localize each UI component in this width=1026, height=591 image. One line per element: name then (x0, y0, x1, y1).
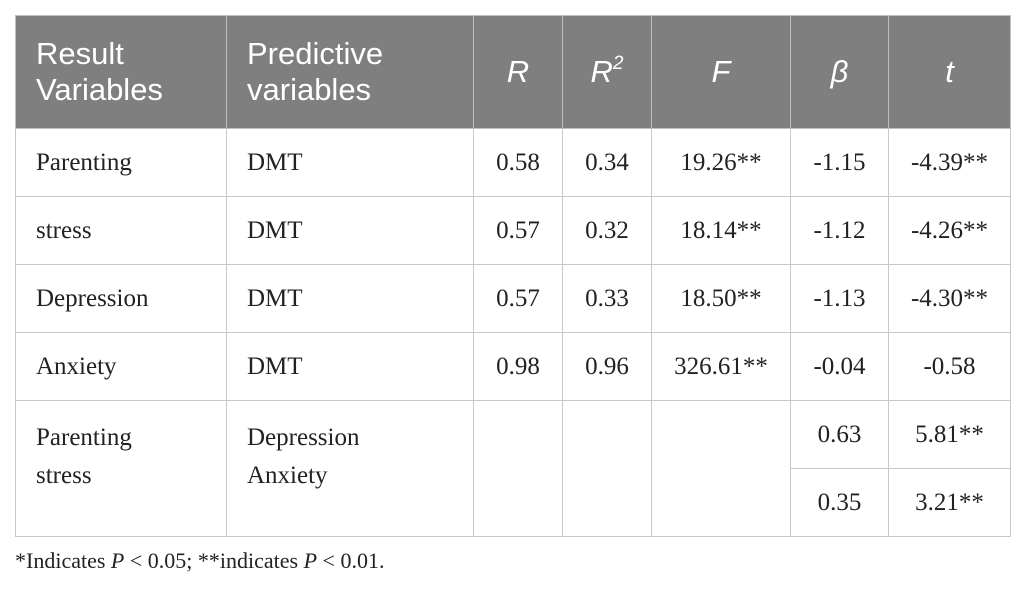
cell-beta: 0.63 (790, 400, 889, 469)
cell-predictor-line2: Anxiety (247, 462, 328, 489)
cell-result-line1: Parenting (36, 424, 132, 451)
cell-beta: 0.35 (790, 468, 889, 537)
table-row: 0.35 3.21** (16, 468, 1011, 537)
cell-predictor: DMT (226, 196, 474, 265)
cell-beta: -1.15 (790, 128, 889, 197)
header-predictive-line1: Predictive (247, 36, 384, 71)
cell-t: -4.26** (888, 196, 1011, 265)
table-footnote: *Indicates P < 0.05; **indicates P < 0.0… (15, 548, 384, 574)
header-beta: β (790, 15, 889, 129)
header-predictive-variables: Predictive variables (226, 15, 474, 129)
cell-predictor: DMT (226, 128, 474, 197)
header-r-label: R (506, 54, 530, 89)
cell-result: Depression (15, 264, 227, 333)
header-f: F (651, 15, 791, 129)
table-row: Depression DMT 0.57 0.33 18.50** -1.13 -… (15, 264, 1011, 333)
table-header: Result Variables Predictive variables R … (15, 15, 1011, 129)
footnote-part2: < 0.05; **indicates (124, 548, 304, 573)
footnote-part1: *Indicates (15, 548, 111, 573)
cell-beta: -1.13 (790, 264, 889, 333)
cell-f: 18.14** (651, 196, 791, 265)
cell-t: 3.21** (888, 468, 1011, 537)
cell-f: 326.61** (651, 332, 791, 401)
cell-predictor: DMT (226, 264, 474, 333)
footnote-p1: P (110, 548, 125, 573)
cell-r: 0.98 (473, 332, 563, 401)
cell-result: Parenting (15, 128, 227, 197)
regression-table: Result Variables Predictive variables R … (15, 15, 1011, 537)
cell-result-group: Parenting stress (15, 400, 227, 537)
cell-f: 18.50** (651, 264, 791, 333)
header-r-squared: R2 (562, 15, 652, 129)
cell-beta: -1.12 (790, 196, 889, 265)
cell-r: 0.58 (473, 128, 563, 197)
table-row: Parenting DMT 0.58 0.34 19.26** -1.15 -4… (15, 128, 1011, 197)
header-beta-label: β (830, 54, 849, 89)
header-r2-base: R (590, 54, 613, 89)
cell-t: -4.30** (888, 264, 1011, 333)
cell-result: stress (15, 196, 227, 265)
table-row: Anxiety DMT 0.98 0.96 326.61** -0.04 -0.… (15, 332, 1011, 401)
cell-result: Anxiety (15, 332, 227, 401)
header-r2-superscript: 2 (612, 52, 624, 74)
regression-table-container: Result Variables Predictive variables R … (15, 15, 1011, 537)
header-result-line1: Result (36, 36, 124, 71)
table-body: Parenting DMT 0.58 0.34 19.26** -1.15 -4… (15, 128, 1011, 537)
header-row: Result Variables Predictive variables R … (15, 15, 1011, 129)
footnote-p2: P (303, 548, 318, 573)
header-t: t (888, 15, 1011, 129)
table-row: Parenting stress Depression Anxiety 0.63… (15, 400, 1011, 537)
cell-r2: 0.32 (562, 196, 652, 265)
cell-r2: 0.96 (562, 332, 652, 401)
cell-r2-empty (562, 400, 652, 537)
header-t-label: t (945, 54, 954, 89)
cell-r: 0.57 (473, 264, 563, 333)
cell-f: 19.26** (651, 128, 791, 197)
cell-r2: 0.33 (562, 264, 652, 333)
header-f-label: F (711, 54, 731, 89)
footnote-part3: < 0.01. (317, 548, 385, 573)
cell-r2: 0.34 (562, 128, 652, 197)
cell-predictor: DMT (226, 332, 474, 401)
cell-predictor-line1: Depression (247, 424, 360, 451)
cell-t: -4.39** (888, 128, 1011, 197)
cell-f-empty (651, 400, 791, 537)
header-r: R (473, 15, 563, 129)
header-result-variables: Result Variables (15, 15, 227, 129)
cell-r-empty (473, 400, 563, 537)
cell-predictor-group: Depression Anxiety (226, 400, 474, 537)
header-predictive-line2: variables (247, 72, 372, 107)
cell-result-line2: stress (36, 462, 92, 489)
cell-t: 5.81** (888, 400, 1011, 469)
cell-t: -0.58 (888, 332, 1011, 401)
cell-r: 0.57 (473, 196, 563, 265)
table-row: stress DMT 0.57 0.32 18.14** -1.12 -4.26… (15, 196, 1011, 265)
cell-beta: -0.04 (790, 332, 889, 401)
header-result-line2: Variables (36, 72, 163, 107)
